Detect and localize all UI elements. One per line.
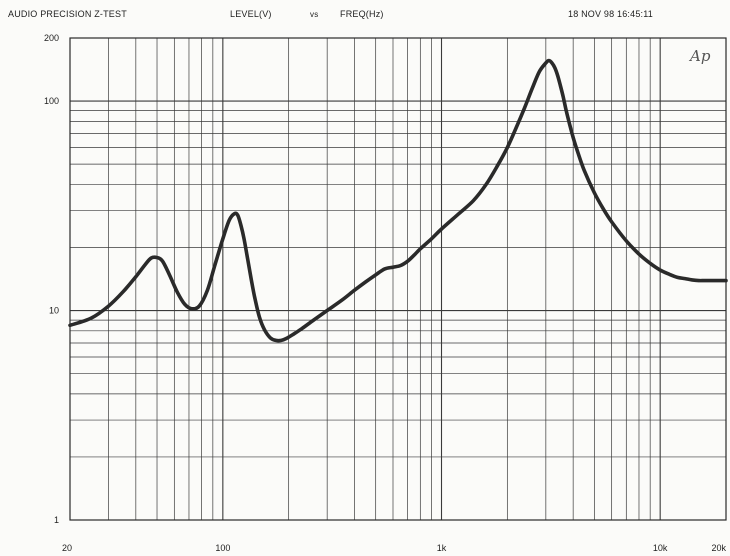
y-tick-label: 200 bbox=[44, 33, 59, 43]
y-quantity-label: LEVEL(V) bbox=[230, 9, 272, 19]
y-tick-labels: 1 10 100 200 bbox=[44, 33, 59, 525]
series-layer bbox=[68, 58, 728, 343]
y-tick-label: 10 bbox=[49, 306, 59, 316]
x-tick-label: 1k bbox=[437, 543, 447, 553]
audio-precision-logo: Ap bbox=[688, 47, 711, 65]
chart-header-title: AUDIO PRECISION Z-TEST bbox=[8, 9, 127, 19]
vs-label: vs bbox=[310, 10, 319, 19]
x-tick-label: 20 bbox=[62, 543, 72, 553]
y-tick-label: 100 bbox=[44, 96, 59, 106]
x-tick-labels: 20 100 1k 10k 20k bbox=[62, 543, 727, 553]
major-gridlines bbox=[70, 38, 726, 520]
impedance-series-line bbox=[68, 58, 728, 343]
x-tick-label: 10k bbox=[653, 543, 668, 553]
x-quantity-label: FREQ(Hz) bbox=[340, 9, 384, 19]
timestamp-label: 18 NOV 98 16:45:11 bbox=[568, 9, 653, 19]
minor-gridlines bbox=[70, 38, 726, 520]
y-tick-label: 1 bbox=[54, 515, 59, 525]
x-tick-label: 20k bbox=[711, 543, 726, 553]
x-tick-label: 100 bbox=[215, 543, 230, 553]
